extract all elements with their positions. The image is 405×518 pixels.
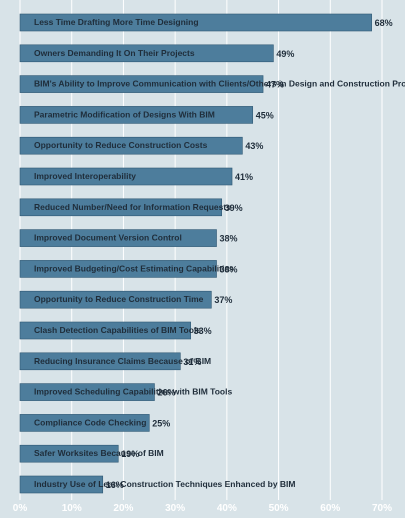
category-label-2: BIM's Ability to Improve Communication w… xyxy=(34,79,405,89)
category-label-5: Improved Interoperability xyxy=(34,171,136,181)
category-label-3: Parametric Modification of Designs With … xyxy=(34,109,215,119)
bar-14 xyxy=(19,444,119,463)
bar-15 xyxy=(19,475,104,494)
category-label-13: Compliance Code Checking xyxy=(34,417,146,427)
bar-13 xyxy=(19,414,150,432)
category-label-6: Reduced Number/Need for Information Requ… xyxy=(34,202,231,212)
value-label-11: 31% xyxy=(183,357,201,367)
category-label-0: Less Time Drafting More Time Designing xyxy=(34,17,199,27)
bar-8 xyxy=(19,260,217,278)
value-label-12: 26% xyxy=(157,388,175,398)
x-tick-label-7: 70% xyxy=(372,503,392,514)
value-label-10: 33% xyxy=(194,326,212,336)
value-label-8: 38% xyxy=(220,264,238,274)
bar-0 xyxy=(19,13,372,32)
category-label-12: Improved Scheduling Capabilities with BI… xyxy=(34,387,232,397)
value-label-5: 41% xyxy=(235,172,253,182)
bar-12 xyxy=(19,383,155,401)
category-label-9: Opportunity to Reduce Construction Time xyxy=(34,294,204,304)
x-tick-label-3: 30% xyxy=(165,503,185,514)
category-label-1: Owners Demanding It On Their Projects xyxy=(34,48,195,58)
value-label-4: 43% xyxy=(245,141,263,151)
value-label-13: 25% xyxy=(152,418,170,428)
value-label-7: 38% xyxy=(220,234,238,244)
x-tick-label-6: 60% xyxy=(320,503,340,514)
category-label-14: Safer Worksites Because of BIM xyxy=(34,448,164,458)
x-tick-label-2: 20% xyxy=(113,503,133,514)
x-tick-label-0: 0% xyxy=(13,503,28,514)
bar-5 xyxy=(19,167,233,186)
bar-4 xyxy=(19,136,243,155)
value-label-9: 37% xyxy=(214,295,232,305)
x-tick-label-4: 40% xyxy=(217,503,237,514)
value-label-0: 68% xyxy=(375,18,393,28)
value-label-1: 49% xyxy=(276,49,294,59)
x-tick-label-5: 50% xyxy=(269,503,289,514)
category-label-11: Reducing Insurance Claims Because of BIM xyxy=(34,356,211,366)
value-label-14: 19% xyxy=(121,449,139,459)
value-label-15: 16% xyxy=(106,480,124,490)
x-tick-label-1: 10% xyxy=(62,503,82,514)
bar-3 xyxy=(19,106,254,124)
bar-7 xyxy=(19,229,217,247)
bar-9 xyxy=(19,290,212,309)
bar-11 xyxy=(19,352,181,371)
category-label-15: Industry Use of Lean Construction Techni… xyxy=(34,479,295,489)
bar-2 xyxy=(19,75,264,93)
bar-10 xyxy=(19,321,191,340)
category-label-7: Improved Document Version Control xyxy=(34,233,182,243)
category-label-8: Improved Budgeting/Cost Estimating Capab… xyxy=(34,263,234,273)
bar-6 xyxy=(19,198,222,217)
category-label-10: Clash Detection Capabilities of BIM Tool… xyxy=(34,325,201,335)
value-label-3: 45% xyxy=(256,110,274,120)
bar-1 xyxy=(19,44,274,63)
value-label-6: 39% xyxy=(225,203,243,213)
value-label-2: 47% xyxy=(266,80,284,90)
category-label-4: Opportunity to Reduce Construction Costs xyxy=(34,140,208,150)
